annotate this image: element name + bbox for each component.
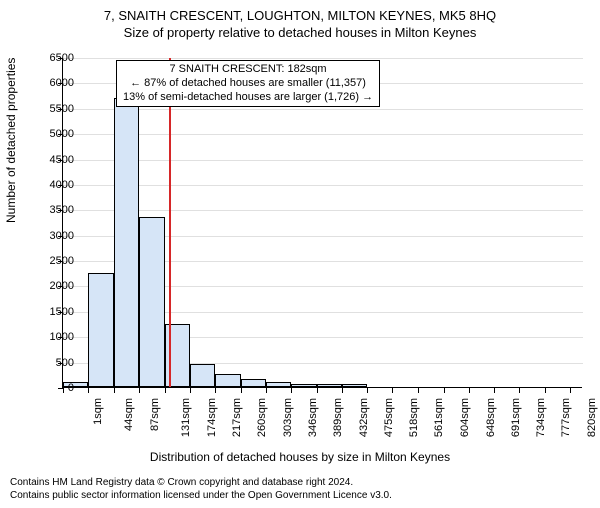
x-tick-label: 691sqm	[510, 398, 522, 437]
reference-line	[169, 58, 171, 387]
x-tick-label: 475sqm	[383, 398, 395, 437]
histogram-bar	[114, 98, 140, 387]
x-tick-label: 777sqm	[561, 398, 573, 437]
histogram-bar	[266, 382, 291, 387]
y-tick-label: 6000	[34, 77, 74, 89]
plot-area: 7 SNAITH CRESCENT: 182sqm ← 87% of detac…	[62, 58, 582, 388]
title-line1: 7, SNAITH CRESCENT, LOUGHTON, MILTON KEY…	[0, 8, 600, 23]
x-tick-label: 44sqm	[123, 398, 135, 431]
histogram-bar	[139, 217, 164, 387]
gridline	[63, 160, 583, 161]
x-tick-label: 820sqm	[586, 398, 598, 437]
footer: Contains HM Land Registry data © Crown c…	[10, 476, 392, 502]
x-tick-label: 604sqm	[459, 398, 471, 437]
x-tick-label: 346sqm	[307, 398, 319, 437]
x-tick-label: 561sqm	[434, 398, 446, 437]
y-tick-label: 4000	[34, 179, 74, 191]
y-tick-label: 6500	[34, 52, 74, 64]
x-axis-label: Distribution of detached houses by size …	[0, 450, 600, 464]
histogram-bar	[190, 364, 215, 387]
histogram-bar	[342, 384, 367, 387]
y-tick-label: 5000	[34, 128, 74, 140]
annotation-line2: ← 87% of detached houses are smaller (11…	[123, 77, 373, 91]
x-tick-label: 518sqm	[408, 398, 420, 437]
y-tick-label: 3500	[34, 204, 74, 216]
chart-container: 7, SNAITH CRESCENT, LOUGHTON, MILTON KEY…	[0, 8, 600, 508]
footer-line1: Contains HM Land Registry data © Crown c…	[10, 476, 392, 489]
footer-line2: Contains public sector information licen…	[10, 489, 392, 502]
y-tick-label: 2500	[34, 255, 74, 267]
histogram-bar	[215, 374, 240, 387]
gridline	[63, 134, 583, 135]
x-tick-label: 260sqm	[256, 398, 268, 437]
y-axis-label: Number of detached properties	[4, 58, 18, 223]
title-line2: Size of property relative to detached ho…	[0, 25, 600, 40]
gridline	[63, 109, 583, 110]
y-tick-label: 0	[34, 382, 74, 394]
x-tick-label: 1sqm	[92, 398, 104, 425]
x-tick-label: 131sqm	[181, 398, 193, 437]
gridline	[63, 58, 583, 59]
y-tick-label: 2000	[34, 280, 74, 292]
y-tick-label: 500	[34, 357, 74, 369]
y-tick-label: 1000	[34, 331, 74, 343]
histogram-bar	[317, 384, 342, 387]
x-tick-label: 648sqm	[485, 398, 497, 437]
x-tick-label: 303sqm	[282, 398, 294, 437]
x-tick-label: 432sqm	[358, 398, 370, 437]
annotation-line3: 13% of semi-detached houses are larger (…	[123, 91, 373, 105]
histogram-bar	[291, 384, 316, 387]
annotation-box: 7 SNAITH CRESCENT: 182sqm ← 87% of detac…	[116, 60, 380, 107]
y-tick-label: 3000	[34, 230, 74, 242]
x-tick-label: 217sqm	[231, 398, 243, 437]
y-tick-label: 4500	[34, 154, 74, 166]
y-tick-label: 1500	[34, 306, 74, 318]
y-tick-label: 5500	[34, 103, 74, 115]
annotation-line1: 7 SNAITH CRESCENT: 182sqm	[123, 63, 373, 77]
x-tick-label: 87sqm	[149, 398, 161, 431]
x-tick-label: 389sqm	[332, 398, 344, 437]
x-tick-label: 734sqm	[535, 398, 547, 437]
gridline	[63, 210, 583, 211]
histogram-bar	[241, 379, 266, 387]
x-tick-label: 174sqm	[206, 398, 218, 437]
histogram-bar	[88, 273, 113, 387]
gridline	[63, 185, 583, 186]
